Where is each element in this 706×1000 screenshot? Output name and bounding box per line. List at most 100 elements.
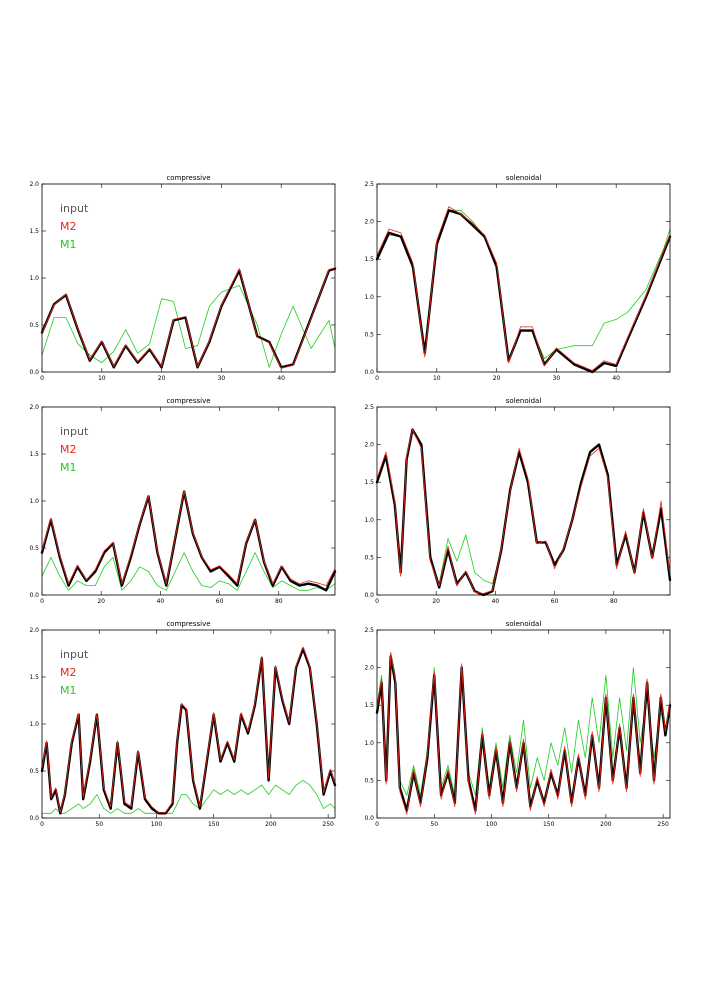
chart-panel-1: compressive 0.0 0.5 1.0 1.5 2.0 0 10 20 30 40 input… bbox=[29, 174, 337, 382]
chart-panel-6: solenoidal 0.0 0.5 1.0 1.5 2.0 2.5 0 50 100 150 200… bbox=[364, 620, 672, 828]
x-tick-label: 100 bbox=[151, 821, 163, 828]
plot-frame bbox=[41, 183, 336, 373]
x-tick-label: 100 bbox=[486, 821, 498, 828]
x-tick-label: 60 bbox=[216, 598, 224, 605]
y-tick-label: 2.5 bbox=[364, 627, 374, 634]
x-tick-label: 40 bbox=[492, 598, 500, 605]
y-tick-label: 2.0 bbox=[29, 404, 39, 411]
chart-panel-5: compressive 0.0 0.5 1.0 1.5 2.0 0 50 100 150 200 25… bbox=[29, 620, 337, 828]
chart-title: compressive bbox=[166, 620, 210, 628]
y-tick-label: 2.0 bbox=[364, 219, 374, 226]
chart-title: compressive bbox=[166, 174, 210, 182]
y-tick-label: 1.0 bbox=[29, 721, 39, 728]
y-tick-label: 1.0 bbox=[364, 294, 374, 301]
x-tick-label: 60 bbox=[551, 598, 559, 605]
x-tick-label: 250 bbox=[322, 821, 334, 828]
x-tick-label: 10 bbox=[98, 375, 106, 382]
chart-title: solenoidal bbox=[506, 620, 542, 628]
y-tick-label: 0.0 bbox=[364, 592, 374, 599]
plot-frame bbox=[376, 629, 671, 819]
y-tick-label: 1.0 bbox=[29, 498, 39, 505]
legend-entry-input: input bbox=[60, 202, 89, 215]
series-line-m2 bbox=[376, 206, 671, 371]
y-tick-label: 0.0 bbox=[29, 369, 39, 376]
y-tick-label: 0.0 bbox=[364, 815, 374, 822]
x-tick-label: 80 bbox=[610, 598, 618, 605]
y-tick-label: 2.0 bbox=[364, 665, 374, 672]
y-tick-label: 0.0 bbox=[29, 592, 39, 599]
legend-entry-m1: M1 bbox=[60, 684, 77, 697]
x-tick-label: 150 bbox=[208, 821, 220, 828]
legend-entry-m2: M2 bbox=[60, 220, 77, 233]
y-tick-label: 0.5 bbox=[364, 777, 374, 784]
y-tick-label: 0.5 bbox=[364, 331, 374, 338]
y-tick-label: 0.5 bbox=[29, 322, 39, 329]
series-line-m1 bbox=[41, 552, 336, 591]
x-tick-label: 50 bbox=[430, 821, 438, 828]
y-tick-label: 0.5 bbox=[364, 554, 374, 561]
y-tick-label: 2.5 bbox=[364, 404, 374, 411]
x-tick-label: 30 bbox=[218, 375, 226, 382]
y-tick-label: 1.5 bbox=[29, 228, 39, 235]
y-tick-label: 1.0 bbox=[29, 275, 39, 282]
x-tick-label: 30 bbox=[553, 375, 561, 382]
y-tick-label: 0.5 bbox=[29, 545, 39, 552]
x-tick-label: 20 bbox=[493, 375, 501, 382]
chart-panel-4: solenoidal 0.0 0.5 1.0 1.5 2.0 2.5 0 20 40 60 80 bbox=[364, 397, 672, 605]
legend-entry-m1: M1 bbox=[60, 461, 77, 474]
y-tick-label: 0.5 bbox=[29, 768, 39, 775]
y-tick-label: 1.5 bbox=[29, 451, 39, 458]
series-line-input bbox=[375, 428, 672, 597]
legend-entry-input: input bbox=[60, 425, 89, 438]
x-tick-label: 80 bbox=[275, 598, 283, 605]
y-tick-label: 1.5 bbox=[29, 674, 39, 681]
chart-title: solenoidal bbox=[506, 397, 542, 405]
y-tick-label: 1.0 bbox=[364, 740, 374, 747]
legend-entry-input: input bbox=[60, 648, 89, 661]
x-tick-label: 20 bbox=[97, 598, 105, 605]
x-tick-label: 0 bbox=[40, 821, 44, 828]
x-tick-label: 0 bbox=[40, 598, 44, 605]
y-tick-label: 1.0 bbox=[364, 517, 374, 524]
x-tick-label: 50 bbox=[95, 821, 103, 828]
x-tick-label: 0 bbox=[375, 598, 379, 605]
series-line-m2 bbox=[41, 646, 336, 813]
series-line-m2 bbox=[376, 652, 671, 815]
plot-frame bbox=[376, 183, 671, 373]
chart-title: solenoidal bbox=[506, 174, 542, 182]
series-line-m1 bbox=[41, 780, 336, 814]
series-line-input bbox=[40, 267, 337, 369]
x-tick-label: 250 bbox=[657, 821, 669, 828]
legend-entry-m2: M2 bbox=[60, 443, 77, 456]
x-tick-label: 20 bbox=[158, 375, 166, 382]
legend-entry-m1: M1 bbox=[60, 238, 77, 251]
x-tick-label: 200 bbox=[600, 821, 612, 828]
y-tick-label: 1.5 bbox=[364, 479, 374, 486]
x-tick-label: 200 bbox=[265, 821, 277, 828]
series-line-m1 bbox=[376, 652, 671, 796]
series-line-m2 bbox=[41, 267, 336, 369]
y-tick-label: 1.5 bbox=[364, 702, 374, 709]
plot-frame bbox=[41, 629, 336, 819]
x-tick-label: 10 bbox=[433, 375, 441, 382]
chart-panel-2: solenoidal 0.0 0.5 1.0 1.5 2.0 2.5 0 10 20 30 40 bbox=[364, 174, 672, 382]
x-tick-label: 40 bbox=[277, 375, 285, 382]
y-tick-label: 2.0 bbox=[29, 181, 39, 188]
series-line-m1 bbox=[376, 209, 671, 359]
x-tick-label: 40 bbox=[612, 375, 620, 382]
y-tick-label: 1.5 bbox=[364, 256, 374, 263]
plot-frame bbox=[41, 406, 336, 596]
x-tick-label: 0 bbox=[40, 375, 44, 382]
y-tick-label: 0.0 bbox=[29, 815, 39, 822]
y-tick-label: 2.0 bbox=[364, 442, 374, 449]
legend-entry-m2: M2 bbox=[60, 666, 77, 679]
chart-panel-3: compressive 0.0 0.5 1.0 1.5 2.0 0 20 40 60 80 input… bbox=[29, 397, 337, 605]
x-tick-label: 150 bbox=[543, 821, 555, 828]
y-tick-label: 2.5 bbox=[364, 181, 374, 188]
x-tick-label: 40 bbox=[157, 598, 165, 605]
chart-title: compressive bbox=[166, 397, 210, 405]
series-line-m2 bbox=[41, 490, 336, 586]
plot-frame bbox=[376, 406, 671, 596]
x-tick-label: 0 bbox=[375, 375, 379, 382]
